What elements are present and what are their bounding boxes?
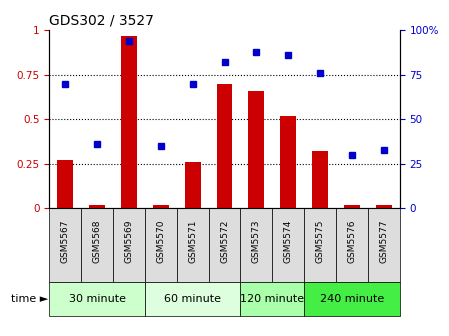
Text: GDS302 / 3527: GDS302 / 3527 bbox=[49, 14, 154, 28]
Bar bbox=[280, 116, 296, 208]
Bar bbox=[368, 208, 400, 282]
Bar bbox=[272, 208, 304, 282]
Text: GSM5571: GSM5571 bbox=[188, 219, 197, 263]
Bar bbox=[57, 160, 73, 208]
Bar bbox=[336, 208, 368, 282]
Bar bbox=[49, 282, 145, 316]
Bar bbox=[344, 205, 360, 208]
Text: GSM5567: GSM5567 bbox=[61, 219, 70, 263]
Bar bbox=[113, 208, 145, 282]
Text: GSM5576: GSM5576 bbox=[348, 219, 357, 263]
Bar bbox=[145, 208, 177, 282]
Bar bbox=[145, 282, 240, 316]
Text: 60 minute: 60 minute bbox=[164, 294, 221, 304]
Bar bbox=[81, 208, 113, 282]
Bar bbox=[304, 282, 400, 316]
Text: 30 minute: 30 minute bbox=[69, 294, 126, 304]
Text: 240 minute: 240 minute bbox=[320, 294, 384, 304]
Bar bbox=[240, 282, 304, 316]
Text: time ►: time ► bbox=[10, 294, 48, 304]
Bar bbox=[248, 91, 264, 208]
Bar bbox=[209, 208, 240, 282]
Text: 120 minute: 120 minute bbox=[240, 294, 304, 304]
Text: GSM5569: GSM5569 bbox=[124, 219, 133, 263]
Text: GSM5568: GSM5568 bbox=[92, 219, 101, 263]
Text: GSM5574: GSM5574 bbox=[284, 219, 293, 263]
Text: GSM5570: GSM5570 bbox=[156, 219, 165, 263]
Text: GSM5575: GSM5575 bbox=[316, 219, 325, 263]
Text: GSM5577: GSM5577 bbox=[379, 219, 388, 263]
Bar bbox=[89, 205, 105, 208]
Bar bbox=[376, 205, 392, 208]
Bar bbox=[121, 36, 137, 208]
Bar bbox=[49, 208, 81, 282]
Bar bbox=[177, 208, 209, 282]
Bar bbox=[216, 84, 233, 208]
Bar bbox=[304, 208, 336, 282]
Bar bbox=[185, 162, 201, 208]
Bar bbox=[240, 208, 272, 282]
Bar bbox=[153, 205, 169, 208]
Text: GSM5573: GSM5573 bbox=[252, 219, 261, 263]
Text: GSM5572: GSM5572 bbox=[220, 219, 229, 263]
Bar bbox=[312, 151, 328, 208]
